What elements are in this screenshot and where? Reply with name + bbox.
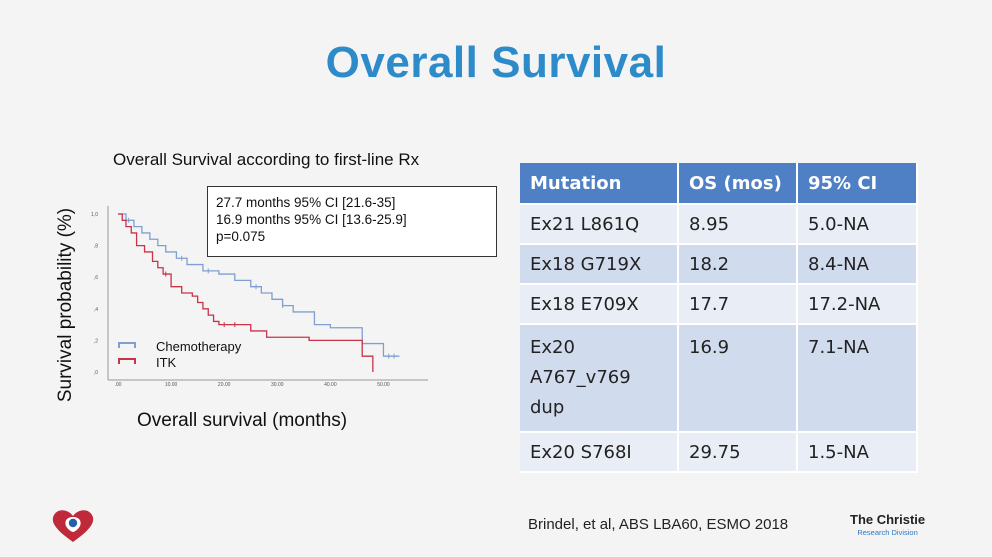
cell-mutation: Ex18 G719X xyxy=(520,245,679,285)
cell-mutation-line: A767_v769 xyxy=(530,367,631,388)
heart-logo-icon xyxy=(52,510,94,542)
cell-mutation: Ex18 E709X xyxy=(520,285,679,325)
annotation-box: 27.7 months 95% CI [21.6-35] 16.9 months… xyxy=(207,186,497,257)
x-tick-label: 30.00 xyxy=(271,382,284,388)
cell-mutation: Ex21 L861Q xyxy=(520,205,679,245)
legend-swatch-chemotherapy xyxy=(118,342,138,350)
cell-ci: 8.4-NA xyxy=(798,245,918,285)
legend-label-chemotherapy: Chemotherapy xyxy=(156,338,242,354)
cell-mutation-line: dup xyxy=(530,397,565,418)
km-curve-itk xyxy=(118,213,374,372)
x-tick-label: 40.00 xyxy=(324,382,337,388)
chart-legend: Chemotherapy ITK xyxy=(118,338,241,370)
y-tick-label: ,0 xyxy=(94,370,98,376)
table-header-row: Mutation OS (mos) 95% CI xyxy=(520,163,918,205)
legend-item-itk: ITK xyxy=(118,354,241,370)
brand-name: The Christie xyxy=(850,512,926,527)
brand-subtitle: Research Division xyxy=(857,528,918,537)
cell-mutation-line: Ex20 xyxy=(530,337,575,358)
x-tick-label: 10.00 xyxy=(165,382,178,388)
x-tick-label: 50.00 xyxy=(377,382,390,388)
y-tick-label: ,4 xyxy=(94,307,98,313)
cell-mutation: Ex20 A767_v769 dup xyxy=(520,325,679,433)
header-ci: 95% CI xyxy=(798,163,918,205)
slide-title: Overall Survival xyxy=(325,38,667,87)
table-row: Ex21 L861Q 8.95 5.0-NA xyxy=(520,205,918,245)
cell-os: 8.95 xyxy=(679,205,798,245)
chart-title: Overall Survival according to first-line… xyxy=(113,150,420,169)
legend-label-itk: ITK xyxy=(156,354,177,370)
cell-ci: 5.0-NA xyxy=(798,205,918,245)
cell-os: 29.75 xyxy=(679,433,798,473)
table-row: Ex18 G719X 18.2 8.4-NA xyxy=(520,245,918,285)
cell-os: 17.7 xyxy=(679,285,798,325)
y-tick-label: 1,0 xyxy=(91,212,98,218)
header-mutation: Mutation xyxy=(520,163,679,205)
mutation-table: Mutation OS (mos) 95% CI Ex21 L861Q 8.95… xyxy=(520,163,918,473)
y-tick-label: ,8 xyxy=(94,244,98,250)
y-tick-label: ,2 xyxy=(94,338,98,344)
cell-os: 18.2 xyxy=(679,245,798,285)
cell-mutation: Ex20 S768I xyxy=(520,433,679,473)
table-row: Ex18 E709X 17.7 17.2-NA xyxy=(520,285,918,325)
table-row: Ex20 A767_v769 dup 16.9 7.1-NA xyxy=(520,325,918,433)
header-os: OS (mos) xyxy=(679,163,798,205)
table-row: Ex20 S768I 29.75 1.5-NA xyxy=(520,433,918,473)
cell-ci: 7.1-NA xyxy=(798,325,918,433)
cell-ci: 1.5-NA xyxy=(798,433,918,473)
x-tick-label: 20.00 xyxy=(218,382,231,388)
cell-os: 16.9 xyxy=(679,325,798,433)
annotation-line-3: p=0.075 xyxy=(216,229,266,244)
x-tick-label: .00 xyxy=(115,382,122,388)
y-tick-label: ,6 xyxy=(94,275,98,281)
x-axis-label: Overall survival (months) xyxy=(137,410,348,431)
annotation-line-2: 16.9 months 95% CI [13.6-25.9] xyxy=(216,212,407,227)
annotation-line-1: 27.7 months 95% CI [21.6-35] xyxy=(216,195,396,210)
legend-swatch-itk xyxy=(118,358,138,366)
km-curve-chemotherapy xyxy=(118,213,400,357)
legend-item-chemotherapy: Chemotherapy xyxy=(118,338,241,354)
cell-ci: 17.2-NA xyxy=(798,285,918,325)
brand-logo: The Christie Research Division xyxy=(850,512,925,537)
footer-citation: Brindel, et al, ABS LBA60, ESMO 2018 xyxy=(528,516,789,533)
